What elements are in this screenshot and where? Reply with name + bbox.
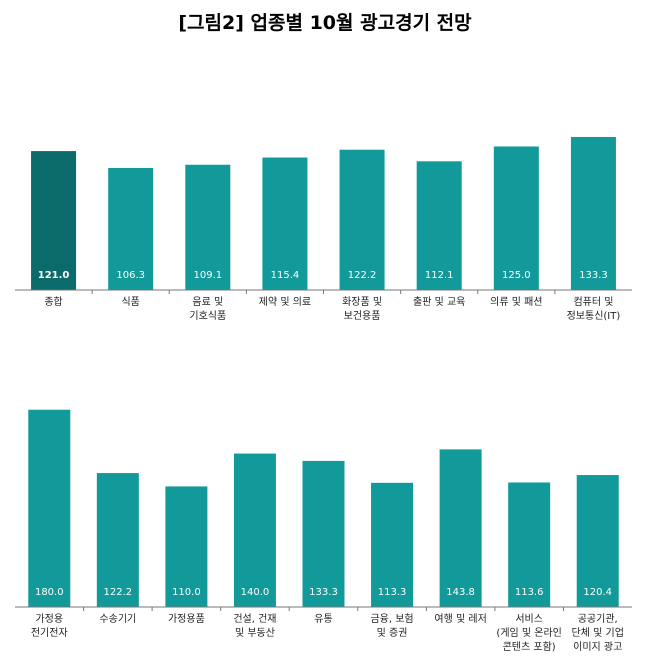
bar	[493, 146, 539, 290]
category-label: 화장품 및 보건용품	[342, 297, 383, 322]
bar	[302, 460, 345, 607]
bar	[185, 164, 231, 290]
category-label: 공공기관, 단체 및 기업 이미지 광고	[571, 614, 624, 653]
category-label: 금융, 보험 및 증권	[370, 614, 414, 639]
category-label: 가정용품	[167, 614, 205, 625]
category-label: 식품	[121, 297, 140, 308]
category-label: 의류 및 패션	[490, 297, 543, 308]
bar	[31, 151, 77, 290]
value-label: 143.8	[446, 587, 475, 598]
category-label: 제약 및 의료	[258, 297, 312, 308]
bar	[96, 473, 139, 607]
bar	[28, 409, 71, 607]
bar	[439, 449, 482, 607]
value-label: 140.0	[241, 587, 270, 598]
value-label: 110.0	[172, 587, 201, 598]
bar	[576, 475, 619, 607]
value-label: 122.2	[348, 270, 377, 281]
value-label: 112.1	[425, 270, 454, 281]
value-label: 115.4	[271, 270, 300, 281]
value-label: 121.0	[38, 270, 70, 281]
value-label: 133.3	[579, 270, 608, 281]
category-label: 유통	[314, 614, 333, 625]
bar	[508, 482, 551, 607]
value-label: 120.4	[583, 587, 612, 598]
bar	[165, 486, 208, 607]
bar	[233, 453, 276, 607]
category-label: 수송기기	[99, 614, 137, 625]
category-label: 출판 및 교육	[413, 297, 466, 308]
value-label: 125.0	[502, 270, 531, 281]
category-label: 여행 및 레저	[434, 614, 487, 625]
category-label: 가정용 전기전자	[30, 614, 68, 639]
category-label: 건설, 건재 및 부동산	[233, 614, 277, 639]
value-label: 113.3	[378, 587, 407, 598]
category-label: 컴퓨터 및 정보통신(IT)	[566, 297, 621, 322]
value-label: 122.2	[104, 587, 133, 598]
category-label: 서비스 (게임 및 온라인 콘텐츠 포함)	[496, 614, 562, 653]
bar	[570, 136, 616, 290]
bar	[371, 482, 414, 607]
value-label: 109.1	[193, 270, 222, 281]
category-label: 음료 및 기호식품	[189, 297, 227, 322]
value-label: 180.0	[35, 587, 64, 598]
value-label: 113.6	[515, 587, 544, 598]
category-label: 종합	[44, 297, 63, 308]
bar	[416, 161, 462, 290]
bar	[108, 167, 154, 290]
value-label: 106.3	[116, 270, 145, 281]
value-label: 133.3	[309, 587, 338, 598]
bar	[262, 157, 308, 290]
bar	[339, 149, 385, 290]
page-title: [그림2] 업종별 10월 광고경기 전망	[178, 12, 472, 34]
